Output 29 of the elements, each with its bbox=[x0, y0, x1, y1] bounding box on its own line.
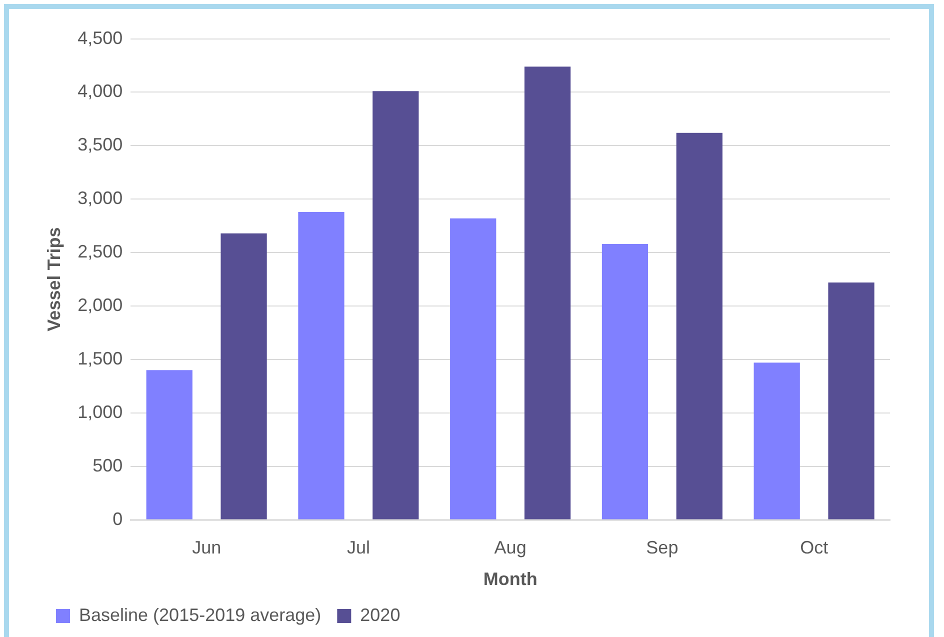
x-tick-label: Sep bbox=[646, 538, 678, 558]
bar bbox=[602, 244, 648, 520]
y-axis-title: Vessel Trips bbox=[44, 227, 64, 332]
x-tick-label: Jun bbox=[192, 538, 222, 558]
legend-label: Baseline (2015-2019 average) bbox=[79, 604, 322, 625]
y-tick-label: 2,000 bbox=[78, 294, 123, 315]
x-axis-title: Month bbox=[483, 569, 538, 590]
y-tick-label: 4,000 bbox=[78, 81, 123, 102]
y-tick-label: 500 bbox=[92, 455, 123, 476]
y-tick-label: 1,000 bbox=[78, 402, 123, 422]
bar bbox=[828, 282, 874, 520]
y-tick-label: 3,000 bbox=[78, 188, 123, 208]
bar bbox=[524, 66, 571, 520]
y-tick-label: 1,500 bbox=[78, 348, 123, 368]
y-tick-label: 3,500 bbox=[78, 134, 123, 155]
bar bbox=[450, 218, 496, 520]
bar bbox=[220, 233, 267, 520]
y-tick-label: 0 bbox=[112, 508, 123, 529]
x-tick-label: Oct bbox=[800, 538, 828, 558]
bar bbox=[146, 370, 192, 520]
legend-label: 2020 bbox=[360, 604, 400, 625]
bar bbox=[298, 212, 344, 520]
y-tick-label: 4,500 bbox=[78, 28, 123, 48]
bar bbox=[676, 132, 722, 520]
y-tick-label: 2,500 bbox=[78, 242, 123, 262]
x-tick-label: Aug bbox=[494, 538, 526, 558]
bar bbox=[754, 362, 800, 520]
x-tick-label: Jul bbox=[346, 538, 370, 558]
bar bbox=[372, 91, 419, 520]
